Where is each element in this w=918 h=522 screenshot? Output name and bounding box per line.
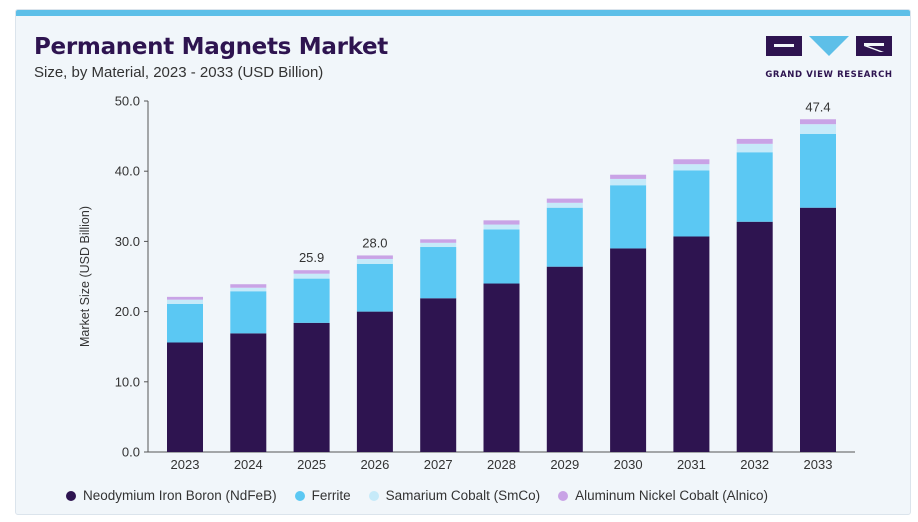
- legend-swatch-ndfeb: [66, 490, 76, 501]
- legend-swatch-ferrite: [294, 490, 305, 501]
- data-label: 47.4: [805, 99, 830, 114]
- x-tick-label: 2030: [614, 457, 643, 472]
- bar-segment-2032-series-3: [736, 138, 773, 144]
- bar-segment-2026-series-3: [356, 255, 393, 259]
- bar-segment-2030-series-2: [610, 178, 647, 186]
- bar-segment-2025-series-2: [293, 273, 330, 279]
- bar-segment-2025-series-0: [293, 322, 330, 452]
- bar-segment-2028-series-0: [483, 283, 520, 452]
- bar-segment-2031-series-1: [673, 170, 710, 237]
- legend-item-alnico: Aluminum Nickel Cobalt (Alnico): [558, 488, 768, 503]
- chart-subtitle: Size, by Material, 2023 - 2033 (USD Bill…: [34, 64, 324, 81]
- data-label: 25.9: [299, 250, 324, 265]
- x-tick-label: 2028: [487, 457, 516, 472]
- x-tick-label: 2029: [550, 457, 579, 472]
- bar-segment-2032-series-2: [736, 143, 773, 153]
- legend: Neodymium Iron Boron (NdFeB) Ferrite Sam…: [66, 488, 768, 503]
- accent-bar: [16, 10, 910, 16]
- bar-segment-2030-series-1: [610, 185, 647, 249]
- bar-segment-2025-series-1: [293, 278, 330, 323]
- legend-label: Samarium Cobalt (SmCo): [385, 488, 541, 503]
- bar-segment-2026-series-2: [356, 258, 393, 264]
- data-label: 28.0: [362, 235, 387, 250]
- legend-label: Aluminum Nickel Cobalt (Alnico): [575, 488, 768, 503]
- legend-label: Neodymium Iron Boron (NdFeB): [83, 488, 277, 503]
- legend-swatch-smco: [368, 490, 379, 501]
- y-tick-label: 10.0: [115, 374, 140, 389]
- bar-segment-2024-series-0: [230, 333, 267, 452]
- bar-segment-2030-series-3: [610, 174, 647, 179]
- legend-item-smco: Samarium Cobalt (SmCo): [368, 488, 541, 503]
- y-tick-label: 40.0: [115, 164, 140, 179]
- bar-segment-2033-series-3: [800, 119, 836, 125]
- bar-segment-2024-series-3: [230, 284, 267, 288]
- bar-segment-2033-series-1: [800, 133, 836, 208]
- legend-item-ferrite: Ferrite: [294, 488, 351, 503]
- bar-segment-2032-series-0: [736, 221, 773, 452]
- x-tick-label: 2026: [360, 457, 389, 472]
- legend-label: Ferrite: [311, 488, 351, 503]
- bar-segment-2027-series-3: [420, 239, 457, 243]
- bar-segment-2028-series-2: [483, 224, 520, 230]
- bar-segment-2031-series-2: [673, 164, 710, 171]
- x-tick-label: 2025: [297, 457, 326, 472]
- chart-title: Permanent Magnets Market: [34, 34, 388, 60]
- logo-mark-icon: [766, 36, 892, 56]
- bar-segment-2029-series-0: [546, 266, 583, 452]
- x-tick-label: 2033: [804, 457, 833, 472]
- x-tick-label: 2027: [424, 457, 453, 472]
- x-tick-label: 2023: [171, 457, 200, 472]
- bar-segment-2033-series-2: [800, 124, 836, 134]
- legend-item-ndfeb: Neodymium Iron Boron (NdFeB): [66, 488, 277, 503]
- bar-segment-2027-series-0: [420, 298, 457, 452]
- bar-segment-2032-series-1: [736, 152, 773, 222]
- bar-segment-2029-series-3: [546, 198, 583, 203]
- y-tick-label: 0.0: [122, 445, 140, 460]
- bar-segment-2024-series-2: [230, 287, 267, 292]
- bar-segment-2028-series-1: [483, 229, 520, 284]
- bar-segment-2031-series-3: [673, 159, 710, 165]
- bar-segment-2027-series-1: [420, 247, 457, 299]
- bar-segment-2030-series-0: [610, 248, 647, 452]
- bar-segment-2023-series-2: [167, 299, 203, 304]
- bar-segment-2033-series-0: [800, 207, 836, 452]
- y-axis-title: Market Size (USD Billion): [78, 206, 92, 347]
- x-tick-label: 2024: [234, 457, 263, 472]
- x-tick-label: 2031: [677, 457, 706, 472]
- bar-segment-2028-series-3: [483, 220, 520, 225]
- x-tick-label: 2032: [740, 457, 769, 472]
- bar-segment-2024-series-1: [230, 291, 267, 334]
- legend-swatch-alnico: [558, 490, 569, 501]
- y-tick-label: 50.0: [115, 94, 140, 109]
- bar-segment-2023-series-0: [167, 342, 203, 452]
- bar-segment-2031-series-0: [673, 236, 710, 452]
- bar-segment-2029-series-1: [546, 207, 583, 267]
- bar-segment-2027-series-2: [420, 242, 457, 248]
- grand-view-research-logo: GRAND VIEW RESEARCH: [764, 34, 894, 86]
- bar-segment-2023-series-3: [167, 296, 203, 300]
- y-tick-label: 30.0: [115, 234, 140, 249]
- logo-text: GRAND VIEW RESEARCH: [765, 70, 893, 80]
- bar-segment-2023-series-1: [167, 303, 203, 343]
- y-tick-label: 20.0: [115, 304, 140, 319]
- bar-segment-2026-series-0: [356, 311, 393, 452]
- bar-segment-2026-series-1: [356, 263, 393, 312]
- bar-segment-2029-series-2: [546, 202, 583, 208]
- bar-segment-2025-series-3: [293, 270, 330, 274]
